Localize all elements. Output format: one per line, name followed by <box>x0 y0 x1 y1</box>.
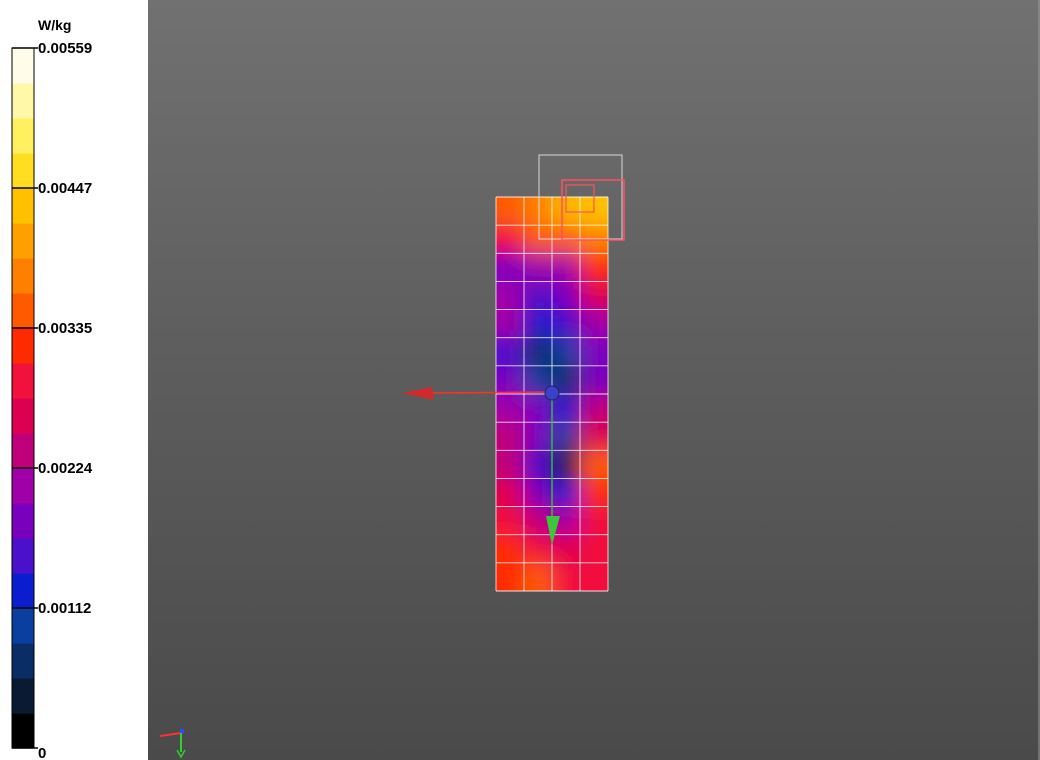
sar-cell <box>580 337 608 367</box>
sar-cell <box>524 253 553 282</box>
zoom-scan-peak-box <box>561 179 625 241</box>
legend-color-band <box>12 573 34 609</box>
sar-cell <box>496 394 525 423</box>
legend-tick-label: 0.00112 <box>38 600 91 617</box>
legend-tick-labels: 0.00559 0.00447 0.00335 0.00224 0.00112 0 <box>38 40 93 760</box>
legend-tick-label: 0.00335 <box>38 320 92 337</box>
sar-cell <box>580 506 608 536</box>
sar-cell <box>580 534 608 564</box>
sar-cell <box>496 506 525 536</box>
y-axis-arrowhead <box>546 516 560 545</box>
legend-color-band <box>12 83 34 119</box>
sar-cell <box>552 309 581 339</box>
sar-cell <box>580 450 608 479</box>
x-axis-line <box>429 391 553 394</box>
legend-tick-label: 0 <box>38 745 46 760</box>
legend-tick-label: 0.00224 <box>38 460 93 477</box>
legend-color-band <box>12 328 34 364</box>
legend-color-band <box>12 503 34 539</box>
legend-color-band <box>12 293 34 329</box>
color-scale-graphic: W/kg 0.00559 0.00447 0.00335 0.00224 0.00112… <box>11 17 93 760</box>
sar-cell <box>580 562 608 591</box>
legend-unit-label: W/kg <box>38 17 71 33</box>
legend-color-band <box>12 118 34 154</box>
legend-color-band <box>12 398 34 434</box>
sar-cell <box>552 281 581 311</box>
sar-cell <box>580 309 608 339</box>
sar-cell <box>496 562 525 591</box>
sar-cell <box>524 422 553 451</box>
legend-color-band <box>12 643 34 679</box>
legend-color-band <box>12 678 34 714</box>
sar-cell <box>552 562 581 591</box>
sar-cell <box>496 309 525 339</box>
legend-tick-label: 0.00447 <box>38 180 92 197</box>
zoom-scan-inner-box <box>565 184 595 213</box>
sar-cell <box>580 478 608 508</box>
sar-cell <box>580 281 608 311</box>
sar-cell <box>496 253 525 282</box>
sar-cell <box>496 337 525 367</box>
sar-cell <box>496 365 525 395</box>
sar-cell <box>496 450 525 479</box>
scene-canvas[interactable] <box>148 0 1040 760</box>
3d-viewport[interactable] <box>148 0 1040 760</box>
zoom-scan-outer-box <box>538 154 623 240</box>
legend-color-band <box>12 48 34 84</box>
sar-cell <box>552 422 581 451</box>
sar-cell <box>524 197 553 226</box>
sar-cell <box>524 478 553 508</box>
sar-cell <box>496 225 525 254</box>
legend-color-band <box>12 608 34 644</box>
sar-cell <box>496 281 525 311</box>
legend-color-band <box>12 538 34 574</box>
sar-cell <box>496 478 525 508</box>
sar-cell <box>496 422 525 451</box>
sar-cell <box>580 422 608 451</box>
sar-cell <box>524 281 553 311</box>
sar-cell <box>496 534 525 564</box>
sar-cell <box>524 309 553 339</box>
orientation-triad-icon <box>159 729 186 759</box>
sar-cell <box>496 197 525 226</box>
legend-color-band <box>12 713 34 749</box>
legend-tick-marks <box>12 47 38 749</box>
legend-tick-label: 0.00559 <box>38 40 92 57</box>
color-scale-bar <box>11 47 35 749</box>
x-axis-arrowhead <box>402 387 434 400</box>
sar-cell <box>552 478 581 508</box>
sar-cell <box>580 253 608 282</box>
legend-color-band <box>12 153 34 189</box>
sar-cell <box>524 562 553 591</box>
sar-cell <box>552 337 581 367</box>
color-scale-legend: W/kg 0.00559 0.00447 0.00335 0.00224 0.00112… <box>0 0 148 760</box>
legend-color-band <box>12 363 34 399</box>
sar-cell <box>524 450 553 479</box>
legend-color-band <box>12 223 34 259</box>
sar-cell <box>580 365 608 395</box>
legend-color-band <box>12 433 34 469</box>
sar-cell <box>524 337 553 367</box>
measurement-plane[interactable] <box>466 167 639 622</box>
probe-coordinate-axes <box>402 385 560 545</box>
legend-color-band <box>12 468 34 504</box>
sar-cell <box>552 450 581 479</box>
sar-cell <box>552 253 581 282</box>
sar-cell <box>552 534 581 564</box>
legend-color-band <box>12 188 34 224</box>
zoom-scan-boxes <box>538 154 625 241</box>
sar-cell <box>524 534 553 564</box>
legend-color-band <box>12 258 34 294</box>
probe-origin-marker[interactable] <box>544 385 560 401</box>
sar-cell <box>580 394 608 423</box>
